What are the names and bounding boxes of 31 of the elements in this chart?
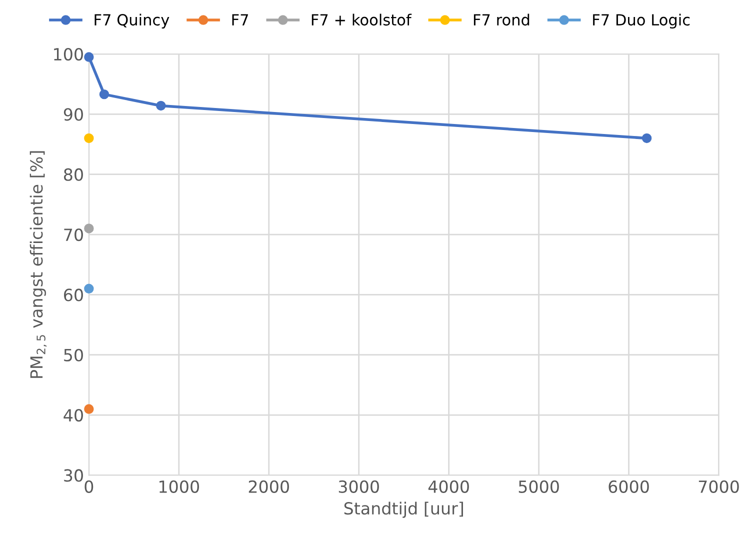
point [642,133,652,144]
legend-label: F7 Quincy [94,14,170,29]
x-tick-label: 4000 [428,480,469,493]
y-tick-label: 100 [54,48,83,61]
point [84,284,94,294]
x-tick-label: 0 [84,480,94,493]
x-tick-label: 1000 [160,480,199,493]
legend-label: F7 Duo Logic [593,14,690,29]
x-tick-label: 7000 [698,480,739,493]
point [84,404,94,414]
y-tick-label: 50 [64,348,83,362]
y-tick-label: 90 [64,108,83,121]
x-axis-title: Standtijd [uur] [344,502,463,518]
x-tick-label: 5000 [518,480,559,493]
y-axis-title: PM$_{2,5}$ vangst efficientie [%] [30,151,47,378]
point [99,89,110,100]
point [84,52,94,62]
y-tick-label: 80 [64,168,83,181]
point [156,100,166,111]
point [84,224,94,234]
y-tick-label: 70 [64,228,83,242]
y-tick-label: 40 [64,408,83,422]
point [84,133,94,144]
y-tick-label: 60 [64,288,83,302]
x-tick-label: 6000 [608,480,649,493]
legend-label: F7 [232,14,248,26]
x-tick-label: 2000 [248,480,289,493]
y-tick-label: 30 [64,469,83,482]
legend-label: F7 + koolstof [312,14,412,26]
legend-label: F7 rond [474,14,530,26]
x-tick-label: 3000 [338,480,379,493]
